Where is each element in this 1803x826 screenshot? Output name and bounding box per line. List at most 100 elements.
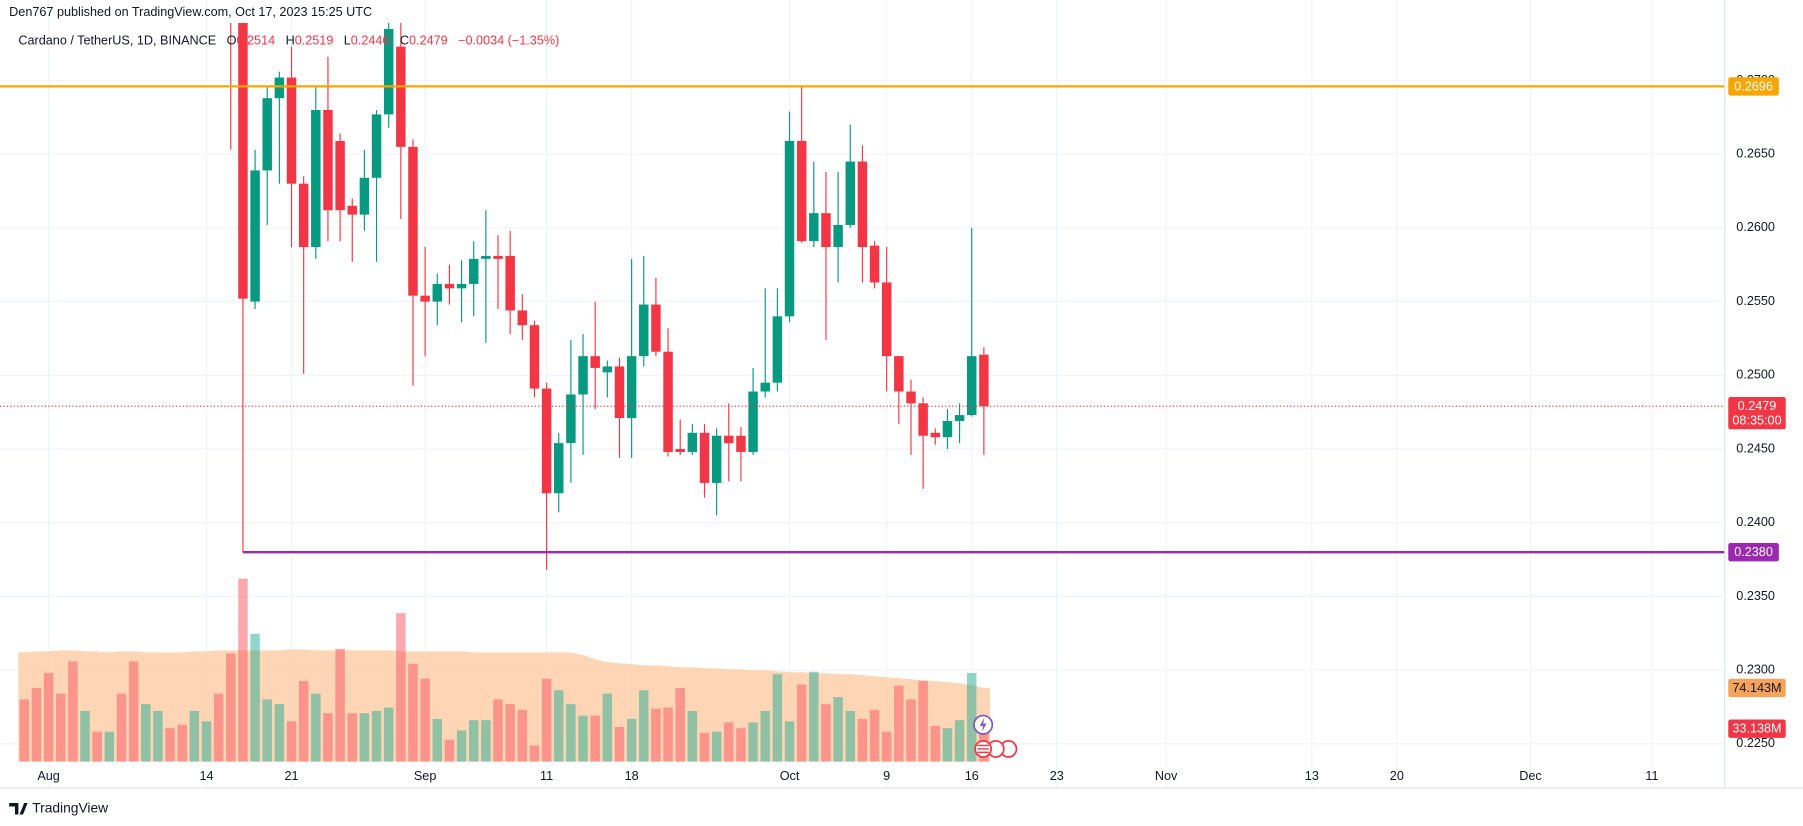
candle-body: [736, 435, 746, 452]
y-tick-label: 0.2350: [1736, 589, 1775, 603]
candle-body: [942, 420, 953, 438]
candle-body: [809, 213, 819, 242]
volume-bar: [639, 690, 649, 762]
candle-body: [833, 224, 843, 248]
volume-bar: [55, 693, 66, 762]
candle-body: [323, 109, 333, 211]
volume-bar: [359, 713, 370, 762]
volume-bar: [760, 710, 770, 762]
volume-bar: [942, 728, 953, 762]
y-tick-label: 0.2500: [1736, 368, 1775, 382]
publisher: Den767 published on TradingView.com, Oct…: [9, 5, 372, 19]
volume-bar: [711, 731, 722, 762]
volume-bar: [675, 687, 685, 762]
candle-body: [286, 77, 297, 184]
candle-body: [420, 295, 430, 302]
candle-body: [578, 356, 588, 395]
candle-body: [748, 391, 758, 452]
x-tick-label: 20: [1390, 769, 1404, 783]
volume-bar: [614, 727, 625, 762]
volume-bar: [602, 693, 613, 762]
volume-bar: [554, 690, 564, 762]
volume-bar: [298, 681, 309, 762]
volume-bar: [784, 721, 795, 762]
candle-body: [493, 255, 503, 259]
candle-body: [590, 356, 600, 368]
volume-bar: [821, 704, 831, 762]
candle-body: [554, 443, 564, 494]
volume-bar: [141, 704, 151, 762]
candle-body: [906, 391, 916, 404]
volume-last-label: 33.138M: [1732, 722, 1781, 736]
candle-body: [311, 109, 321, 248]
volume-bar: [566, 704, 576, 762]
y-tick-label: 0.2650: [1736, 147, 1775, 161]
volume-bar: [323, 713, 333, 762]
price-tag: 0.2380: [1734, 545, 1773, 559]
volume-bar: [177, 724, 187, 762]
volume-bar: [335, 648, 345, 762]
candle-body: [651, 304, 661, 352]
y-tick-label: 0.2300: [1736, 662, 1775, 676]
volume-bar: [444, 739, 455, 762]
candle-body: [432, 283, 443, 302]
icon: [979, 717, 987, 732]
volume-bar: [165, 728, 175, 762]
legend-value: 0.2514: [236, 34, 275, 48]
candle-body: [869, 245, 880, 283]
volume-bar: [213, 693, 224, 762]
volume-ma-area: [18, 649, 990, 762]
volume-bar: [748, 722, 758, 762]
candle-body: [566, 394, 576, 444]
volume-bar: [833, 697, 843, 762]
candle-body: [881, 282, 892, 357]
volume-bar: [128, 661, 139, 762]
volume-bar: [189, 710, 200, 762]
candle-body: [857, 161, 868, 248]
candle-body: [238, 23, 248, 299]
volume-bar: [954, 720, 965, 762]
candle-body: [335, 140, 345, 211]
volume-bar: [517, 709, 528, 762]
candle-body: [663, 351, 673, 452]
axes: 0.2250 0.2300 0.2350 0.2400 0.2450 0.2500 0.25…: [37, 73, 1775, 783]
volume-ma-label: 74.143M: [1732, 681, 1781, 695]
volume-bar: [396, 613, 406, 762]
countdown: 08:35:00: [1732, 414, 1781, 428]
x-tick-label: Sep: [414, 769, 436, 783]
x-tick-label: Aug: [37, 769, 59, 783]
legend-change: −0.0034 (−1.35%): [458, 34, 559, 48]
x-tick-label: 13: [1305, 769, 1319, 783]
volume-bar: [651, 708, 661, 762]
volume-bar: [724, 722, 734, 762]
x-tick-label: 9: [883, 769, 890, 783]
volume-bar: [845, 710, 855, 762]
volume-bar: [796, 684, 807, 762]
volume-bar: [68, 661, 78, 762]
candle-body: [724, 435, 734, 444]
volume-bar: [153, 710, 163, 762]
candle-body: [456, 283, 467, 289]
candle-body: [383, 28, 394, 115]
volume-bar: [347, 713, 357, 762]
candle-body: [444, 283, 455, 289]
last-price-box: [1728, 397, 1786, 430]
candle-body: [639, 304, 649, 357]
volume-bar: [311, 693, 321, 762]
candle-body: [468, 258, 479, 284]
volume-bar: [906, 699, 916, 762]
volume-bar: [772, 674, 783, 762]
candle-body: [408, 146, 418, 296]
candle-body: [541, 388, 552, 494]
candle-body: [675, 449, 685, 452]
candle-body: [505, 255, 515, 311]
volume-bar: [809, 671, 819, 762]
legend-value: 0.2519: [295, 34, 334, 48]
candle-body: [396, 46, 406, 147]
price-tag-box: [1728, 77, 1779, 96]
volume-bar: [104, 731, 115, 762]
x-tick-label: 14: [199, 769, 213, 783]
x-tick-label: 21: [284, 769, 298, 783]
